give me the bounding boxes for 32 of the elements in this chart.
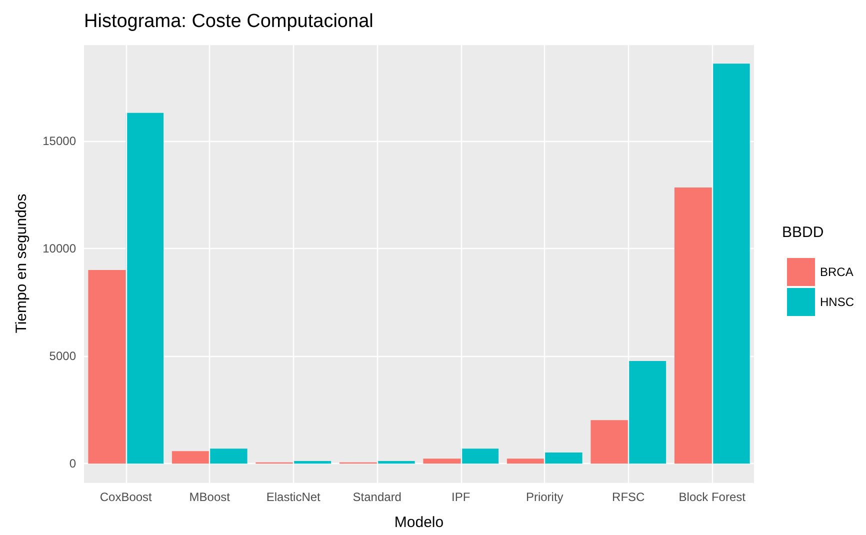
x-tick-label: ElasticNet — [266, 490, 322, 504]
y-tick-label: 5000 — [49, 349, 76, 364]
bar — [628, 360, 666, 464]
y-tick-label: 10000 — [42, 241, 76, 256]
x-tick-label: Block Forest — [678, 490, 746, 504]
x-tick-label: RFSC — [612, 490, 646, 504]
x-tick-label: IPF — [452, 490, 470, 504]
bar — [126, 112, 164, 464]
bar — [674, 188, 712, 464]
bar — [172, 451, 210, 464]
bar — [544, 452, 582, 464]
bar — [293, 461, 332, 464]
bar — [460, 448, 499, 464]
x-tick-label: CoxBoost — [100, 490, 153, 504]
bar — [210, 448, 248, 464]
x-tick-label: Priority — [526, 490, 564, 504]
bar — [377, 461, 415, 464]
legend-label: HNSC — [820, 295, 854, 309]
chart-title: Histograma: Coste Computacional — [84, 11, 374, 32]
x-axis-title: Modelo — [394, 514, 444, 531]
bar — [423, 458, 461, 464]
bar — [506, 458, 545, 464]
x-tick-label: Standard — [352, 490, 402, 504]
y-axis-title: Tiempo en segundos — [13, 194, 30, 334]
bar — [88, 270, 126, 464]
legend-title: BBDD — [782, 224, 824, 241]
bar — [590, 420, 628, 464]
y-tick-label: 0 — [69, 456, 76, 471]
legend-label: BRCA — [820, 265, 854, 279]
bar — [712, 64, 750, 464]
x-tick-label: MBoost — [189, 490, 231, 504]
y-tick-label: 15000 — [42, 134, 76, 148]
